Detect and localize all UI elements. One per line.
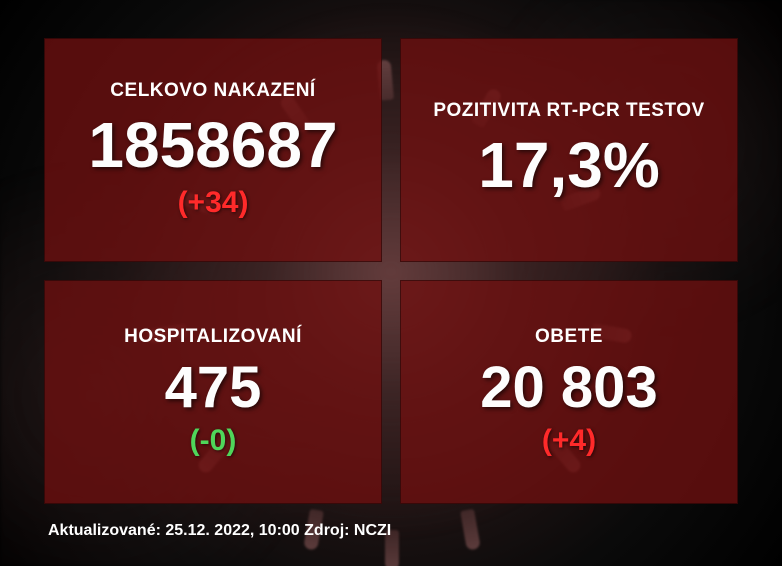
card-total-infected: CELKOVO NAKAZENÍ 1858687 (+34) xyxy=(44,38,382,262)
card-title: POZITIVITA RT-PCR TESTOV xyxy=(433,100,704,122)
stats-grid: CELKOVO NAKAZENÍ 1858687 (+34) POZITIVIT… xyxy=(44,38,738,504)
card-value: 20 803 xyxy=(480,358,657,419)
card-value: 1858687 xyxy=(88,112,337,179)
card-title: HOSPITALIZOVANÍ xyxy=(124,326,302,348)
card-positivity: POZITIVITA RT-PCR TESTOV 17,3% xyxy=(400,38,738,262)
card-delta: (+4) xyxy=(542,424,596,458)
card-delta: (-0) xyxy=(190,424,237,458)
card-deaths: OBETE 20 803 (+4) xyxy=(400,280,738,504)
card-value: 475 xyxy=(165,358,262,419)
card-delta: (+34) xyxy=(178,186,249,220)
footer-updated: Aktualizované: 25.12. 2022, 10:00 Zdroj:… xyxy=(44,504,738,546)
card-title: OBETE xyxy=(535,326,603,348)
dashboard-container: CELKOVO NAKAZENÍ 1858687 (+34) POZITIVIT… xyxy=(0,0,782,566)
card-hospitalized: HOSPITALIZOVANÍ 475 (-0) xyxy=(44,280,382,504)
card-value: 17,3% xyxy=(478,132,659,199)
card-title: CELKOVO NAKAZENÍ xyxy=(110,80,315,102)
